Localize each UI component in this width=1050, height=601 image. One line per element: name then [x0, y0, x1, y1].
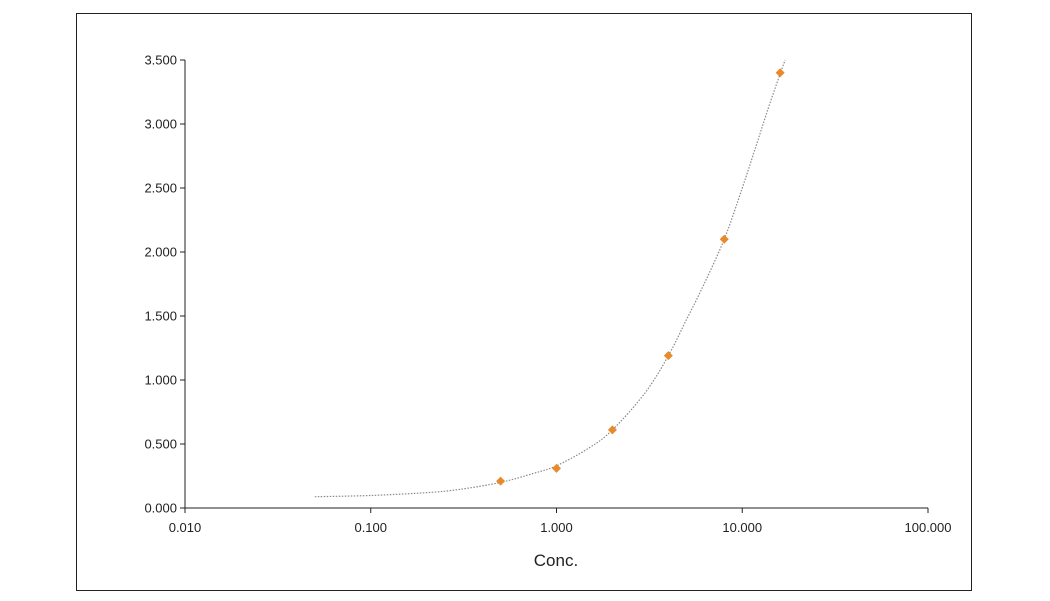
data-point [663, 351, 673, 361]
data-point [607, 425, 617, 435]
y-tick-label: 0.000 [144, 501, 177, 516]
x-tick-label: 0.100 [354, 520, 387, 535]
x-tick-label: 0.010 [169, 520, 202, 535]
x-axis-title: Conc. [534, 551, 578, 570]
data-point [496, 476, 506, 486]
x-ticks: 0.010 0.100 1.000 10.000 100.000 [169, 508, 952, 535]
data-point [775, 68, 785, 78]
data-point [552, 463, 561, 473]
data-point [719, 234, 729, 244]
fit-curve [314, 59, 786, 498]
y-tick-label: 2.500 [144, 181, 177, 196]
x-tick-label: 10.000 [722, 520, 762, 535]
axes [184, 60, 928, 509]
data-points [496, 68, 785, 486]
y-tick-label: 2.000 [144, 245, 177, 260]
y-tick-label: 1.000 [144, 373, 177, 388]
y-tick-label: 3.500 [144, 53, 177, 68]
y-tick-label: 1.500 [144, 309, 177, 324]
x-tick-label: 1.000 [540, 520, 573, 535]
y-ticks: 0.000 0.500 1.000 1.500 2.000 2.500 3.000 3.500 [144, 53, 185, 516]
y-tick-label: 3.000 [144, 117, 177, 132]
y-tick-label: 0.500 [144, 437, 177, 452]
chart-frame [76, 13, 972, 591]
x-tick-label: 100.000 [905, 520, 952, 535]
